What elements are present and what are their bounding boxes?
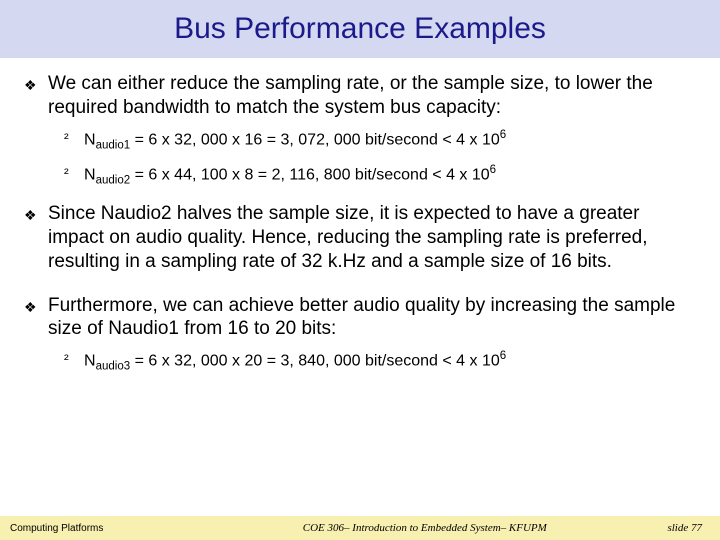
formula-subscript: audio2: [96, 175, 131, 187]
diamond-bullet-icon: ❖: [24, 294, 48, 342]
title-bar: Bus Performance Examples: [0, 0, 720, 58]
sub-item: ² Naudio3 = 6 x 32, 000 x 20 = 3, 840, 0…: [64, 349, 696, 374]
sub-bullet-icon: ²: [64, 349, 84, 374]
sub-bullet-icon: ²: [64, 163, 84, 188]
slide-footer: Computing Platforms COE 306– Introductio…: [0, 516, 720, 540]
sub-text: Naudio3 = 6 x 32, 000 x 20 = 3, 840, 000…: [84, 349, 506, 374]
formula-superscript: 6: [500, 350, 506, 362]
formula-body: = 6 x 32, 000 x 20 = 3, 840, 000 bit/sec…: [130, 353, 500, 370]
diamond-bullet-icon: ❖: [24, 72, 48, 120]
formula-subscript: audio1: [96, 139, 131, 151]
formula-subscript: audio3: [96, 361, 131, 373]
footer-left: Computing Platforms: [0, 523, 274, 534]
formula-superscript: 6: [500, 129, 506, 141]
bullet-item: ❖ Since Naudio2 halves the sample size, …: [24, 202, 696, 273]
formula-superscript: 6: [490, 164, 496, 176]
slide-title: Bus Performance Examples: [174, 12, 546, 46]
formula-prefix: N: [84, 131, 96, 148]
bullet-text: We can either reduce the sampling rate, …: [48, 72, 696, 120]
formula-prefix: N: [84, 166, 96, 183]
sub-text: Naudio1 = 6 x 32, 000 x 16 = 3, 072, 000…: [84, 128, 506, 153]
bullet-item: ❖ We can either reduce the sampling rate…: [24, 72, 696, 120]
bullet-item: ❖ Furthermore, we can achieve better aud…: [24, 294, 696, 342]
sub-list: ² Naudio3 = 6 x 32, 000 x 20 = 3, 840, 0…: [24, 349, 696, 374]
footer-right: slide 77: [576, 522, 720, 534]
sub-item: ² Naudio2 = 6 x 44, 100 x 8 = 2, 116, 80…: [64, 163, 696, 188]
formula-prefix: N: [84, 353, 96, 370]
diamond-bullet-icon: ❖: [24, 202, 48, 273]
footer-center: COE 306– Introduction to Embedded System…: [274, 522, 576, 534]
bullet-text: Furthermore, we can achieve better audio…: [48, 294, 696, 342]
formula-body: = 6 x 32, 000 x 16 = 3, 072, 000 bit/sec…: [130, 131, 500, 148]
formula-body: = 6 x 44, 100 x 8 = 2, 116, 800 bit/seco…: [130, 166, 490, 183]
spacer: [24, 282, 696, 294]
slide-content: ❖ We can either reduce the sampling rate…: [0, 58, 720, 375]
sub-list: ² Naudio1 = 6 x 32, 000 x 16 = 3, 072, 0…: [24, 128, 696, 189]
sub-bullet-icon: ²: [64, 128, 84, 153]
sub-item: ² Naudio1 = 6 x 32, 000 x 16 = 3, 072, 0…: [64, 128, 696, 153]
bullet-text: Since Naudio2 halves the sample size, it…: [48, 202, 696, 273]
sub-text: Naudio2 = 6 x 44, 100 x 8 = 2, 116, 800 …: [84, 163, 496, 188]
